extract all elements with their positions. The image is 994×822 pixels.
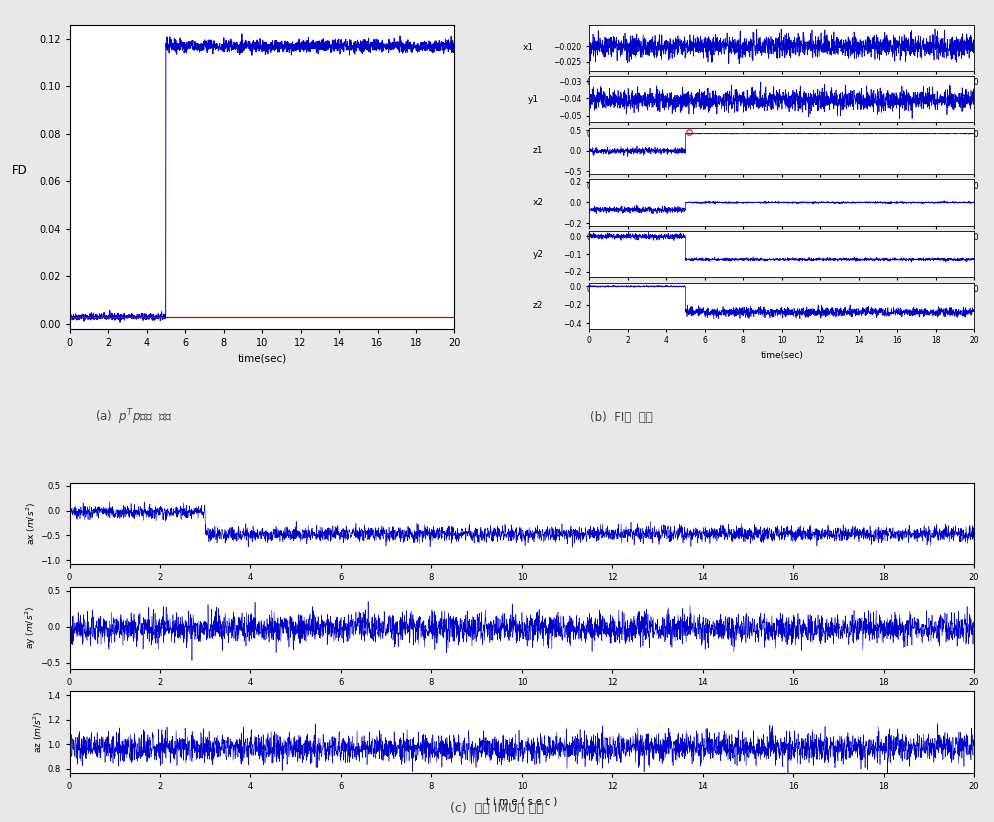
Text: (c)  중첩 IMU의 출력: (c) 중첩 IMU의 출력 — [450, 802, 544, 815]
Y-axis label: az ($m/s^2$): az ($m/s^2$) — [31, 711, 45, 753]
Y-axis label: x2: x2 — [533, 198, 544, 207]
Y-axis label: z2: z2 — [533, 301, 544, 310]
Y-axis label: ay ($m/s^2$): ay ($m/s^2$) — [23, 607, 38, 649]
Y-axis label: x1: x1 — [523, 44, 534, 52]
Y-axis label: y2: y2 — [533, 250, 544, 259]
Y-axis label: FD: FD — [12, 164, 28, 177]
Text: (b)  FI의  변화: (b) FI의 변화 — [589, 411, 653, 424]
X-axis label: t i m e ( s e c ): t i m e ( s e c ) — [486, 797, 558, 806]
Y-axis label: ax ($m/s^2$): ax ($m/s^2$) — [24, 502, 38, 545]
Text: (a)  $p^Tp$값의  변화: (a) $p^Tp$값의 변화 — [95, 407, 173, 427]
Y-axis label: z1: z1 — [533, 146, 544, 155]
X-axis label: time(sec): time(sec) — [238, 353, 286, 363]
Y-axis label: y1: y1 — [528, 95, 539, 104]
X-axis label: time(sec): time(sec) — [760, 351, 803, 360]
